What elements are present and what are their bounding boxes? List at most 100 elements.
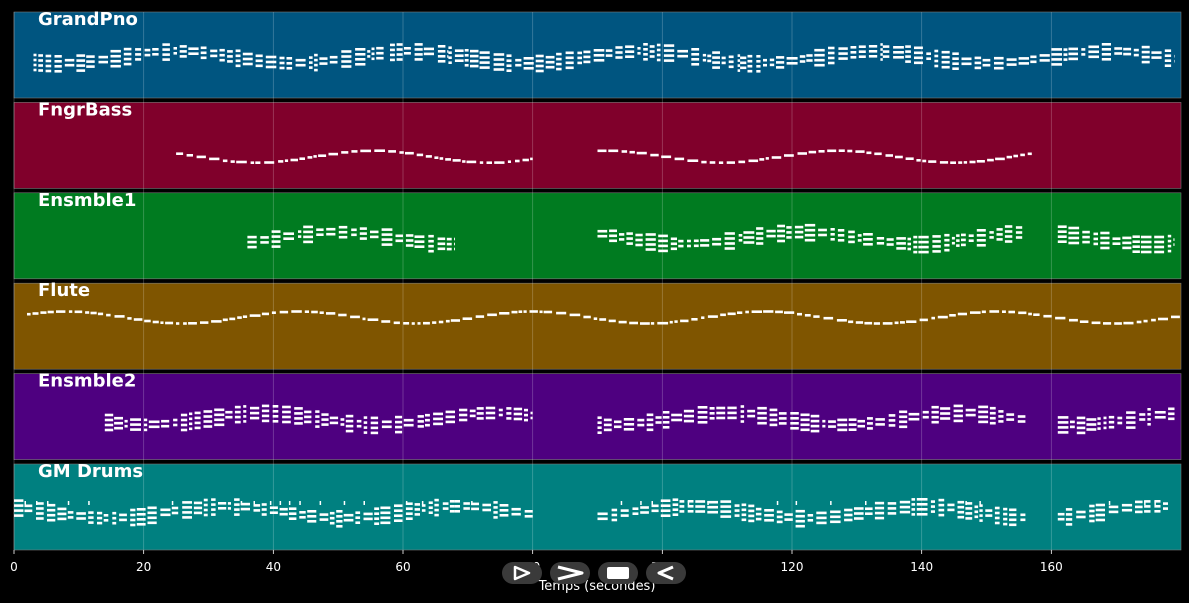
note: [874, 152, 882, 156]
note: [380, 506, 391, 510]
note: [1057, 517, 1065, 521]
note: [303, 225, 313, 229]
note: [545, 65, 555, 69]
note: [876, 242, 885, 245]
note: [269, 506, 278, 509]
note: [1027, 152, 1032, 156]
note: [76, 517, 86, 520]
note: [951, 236, 955, 240]
note: [511, 310, 518, 314]
note: [726, 161, 735, 164]
note: [994, 521, 1000, 525]
note: [756, 65, 761, 68]
note: [124, 424, 128, 428]
note: [818, 228, 827, 232]
note: [54, 60, 62, 63]
note: [687, 501, 690, 505]
note: [645, 238, 656, 241]
note: [556, 62, 562, 66]
note: [1132, 240, 1140, 243]
rewind-button[interactable]: [646, 562, 686, 584]
note: [671, 413, 683, 417]
note: [893, 51, 904, 54]
note: [1097, 422, 1101, 425]
note: [1015, 231, 1023, 234]
note: [1086, 423, 1097, 426]
note: [1006, 155, 1012, 159]
note: [449, 500, 455, 503]
note: [394, 504, 403, 507]
note: [376, 46, 384, 50]
note: [261, 419, 270, 423]
play-button[interactable]: [502, 562, 542, 584]
note: [242, 315, 248, 318]
note: [1051, 53, 1062, 56]
note: [1070, 425, 1075, 429]
note: [918, 250, 929, 254]
note: [1103, 416, 1107, 420]
note: [651, 504, 659, 508]
note: [957, 312, 967, 316]
note: [1004, 230, 1013, 233]
note: [882, 322, 893, 325]
note: [797, 312, 802, 316]
note: [784, 311, 795, 314]
note: [816, 521, 827, 525]
note: [857, 234, 862, 237]
note: [724, 247, 735, 250]
note: [888, 419, 896, 422]
note: [479, 61, 490, 64]
note: [712, 56, 720, 59]
note: [932, 240, 941, 243]
play-icon: [513, 565, 531, 581]
note: [1154, 250, 1165, 254]
note: [683, 419, 694, 423]
note: [1100, 246, 1110, 250]
note: [941, 65, 950, 69]
note: [756, 232, 764, 235]
track-band-1: [13, 102, 1182, 189]
note: [629, 150, 635, 154]
note: [203, 420, 213, 423]
note: [674, 320, 678, 323]
note: [599, 318, 607, 321]
note: [880, 58, 883, 61]
note: [470, 49, 479, 53]
note: [370, 235, 379, 239]
note: [778, 417, 787, 420]
note: [763, 58, 767, 62]
note: [937, 315, 948, 319]
note: [658, 239, 668, 243]
note: [863, 243, 873, 246]
note: [670, 242, 677, 246]
note: [515, 159, 520, 163]
track-label: GM Drums: [38, 461, 143, 482]
note: [176, 322, 180, 325]
note: [727, 406, 737, 410]
note: [671, 418, 683, 422]
note: [1057, 421, 1069, 424]
note: [1006, 63, 1017, 66]
note: [381, 233, 393, 236]
note: [1101, 43, 1111, 46]
note: [470, 64, 479, 68]
note: [1097, 417, 1101, 420]
fast-forward-button[interactable]: [550, 562, 590, 584]
note: [976, 160, 985, 163]
note: [1144, 510, 1151, 513]
note: [359, 237, 367, 240]
note: [530, 411, 533, 415]
note: [112, 511, 117, 515]
note: [36, 502, 44, 505]
stop-button[interactable]: [598, 562, 638, 584]
note: [1030, 55, 1037, 59]
note: [315, 410, 320, 413]
note: [794, 235, 804, 239]
note: [486, 161, 492, 164]
note: [913, 250, 918, 254]
note: [143, 418, 148, 422]
note: [1057, 225, 1067, 228]
note: [279, 512, 288, 516]
note: [1117, 416, 1123, 420]
note: [741, 518, 747, 522]
